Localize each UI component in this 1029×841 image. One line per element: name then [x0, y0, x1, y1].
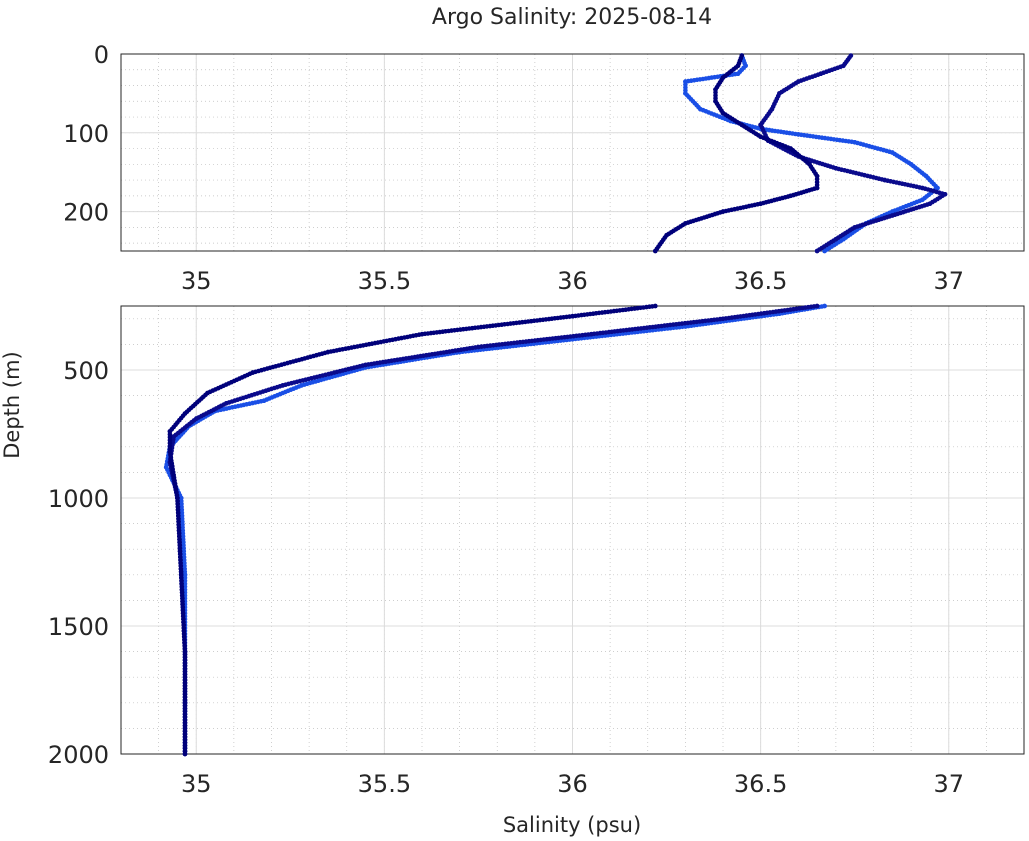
chart-title: Argo Salinity: 2025-08-14 — [432, 5, 712, 30]
x-tick-label: 36.5 — [734, 770, 787, 798]
data-series — [758, 53, 948, 254]
y-tick-label: 0 — [94, 41, 109, 69]
y-tick-label: 1000 — [48, 485, 109, 513]
plot-frame — [120, 53, 1025, 252]
data-series — [653, 53, 820, 254]
upper-panel: 35 35.5 36 36.5 37 0 100 200 — [63, 41, 1025, 295]
y-tick-label: 100 — [63, 120, 109, 148]
data-point — [653, 248, 658, 254]
data-point — [822, 248, 827, 254]
y-tick-label: 1500 — [48, 613, 109, 641]
y-axis-label: Depth (m) — [0, 351, 24, 458]
data-point — [814, 248, 820, 254]
lower-panel: 35 35.5 36 36.5 37 500 1000 1500 2000 — [48, 303, 1025, 798]
x-tick-label: 35.5 — [358, 770, 411, 798]
x-axis-label: Salinity (psu) — [503, 813, 641, 837]
x-tick-label: 37 — [933, 267, 964, 295]
x-tick-label: 37 — [933, 770, 964, 798]
data-point — [182, 751, 188, 757]
data-series — [167, 303, 658, 757]
plot-frame — [120, 305, 1025, 755]
data-series — [167, 303, 820, 757]
y-tick-label: 200 — [63, 199, 109, 227]
x-tick-label: 35 — [181, 267, 212, 295]
x-tick-label: 36.5 — [734, 267, 787, 295]
y-tick-label: 2000 — [48, 741, 109, 769]
x-tick-label: 35.5 — [358, 267, 411, 295]
y-tick-label: 500 — [63, 357, 109, 385]
x-tick-label: 35 — [181, 770, 212, 798]
x-tick-label: 36 — [557, 770, 588, 798]
data-series — [163, 303, 827, 757]
x-tick-label: 36 — [557, 267, 588, 295]
